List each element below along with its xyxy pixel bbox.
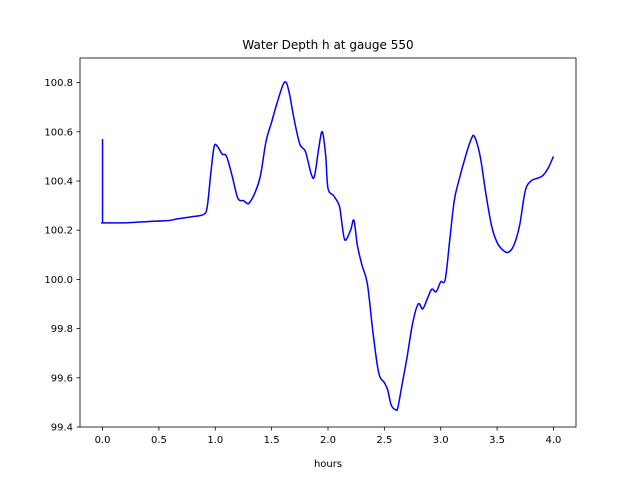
x-tick-label: 1.5 bbox=[264, 435, 280, 446]
x-tick-label: 0.0 bbox=[95, 435, 111, 446]
x-tick-label: 3.5 bbox=[489, 435, 505, 446]
x-tick-label: 0.5 bbox=[151, 435, 167, 446]
y-tick-label: 100.0 bbox=[44, 275, 73, 286]
y-tick-label: 100.2 bbox=[44, 226, 73, 237]
x-tick-label: 3.0 bbox=[433, 435, 449, 446]
x-axis-label: hours bbox=[314, 459, 342, 470]
y-tick-label: 99.6 bbox=[51, 373, 73, 384]
y-tick-label: 100.8 bbox=[44, 78, 73, 89]
series-group bbox=[100, 81, 555, 412]
y-tick-label: 100.4 bbox=[44, 177, 73, 188]
x-tick-label: 1.0 bbox=[207, 435, 223, 446]
plot-area bbox=[80, 58, 576, 427]
x-axis-ticks: 0.0 0.5 1.0 1.5 2.0 2.5 3.0 3.5 4.0 bbox=[95, 427, 562, 446]
x-tick-label: 2.0 bbox=[320, 435, 336, 446]
y-axis-ticks: 99.4 99.6 99.8 100.0 100.2 100.4 100.6 100.8 bbox=[44, 78, 80, 434]
chart-title: Water Depth h at gauge 550 bbox=[242, 38, 413, 52]
y-tick-label: 99.8 bbox=[51, 324, 73, 335]
y-tick-label: 100.6 bbox=[44, 127, 73, 138]
series-line bbox=[100, 81, 555, 412]
axes-frame bbox=[79, 57, 577, 428]
y-tick-label: 99.4 bbox=[51, 423, 73, 434]
x-tick-label: 4.0 bbox=[546, 435, 562, 446]
x-tick-label: 2.5 bbox=[376, 435, 392, 446]
